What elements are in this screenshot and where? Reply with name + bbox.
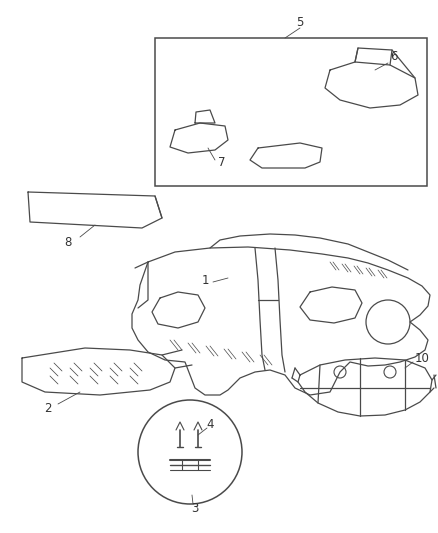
Text: 4: 4 [206,418,214,432]
Bar [155,38,427,186]
Text: 8: 8 [64,236,72,248]
Text: 5: 5 [297,15,304,28]
Text: 3: 3 [191,502,199,514]
Text: 6: 6 [390,51,398,63]
Text: 2: 2 [44,401,52,415]
Text: 1: 1 [201,273,209,287]
Text: 7: 7 [218,157,226,169]
Text: 10: 10 [415,351,430,365]
